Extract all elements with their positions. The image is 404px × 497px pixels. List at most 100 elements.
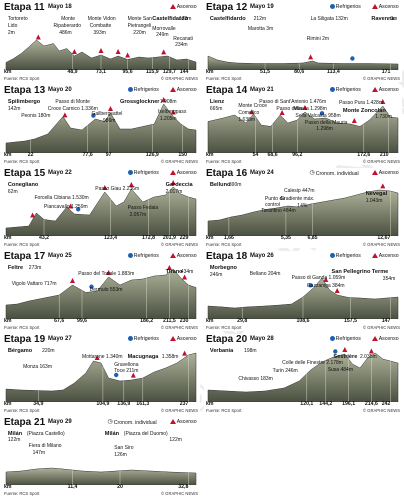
stage-title: Etapa 15 [4,168,46,179]
source-note: Fuente: RCS Sport [4,491,40,496]
climb-marker [70,278,75,283]
place-label: 234m [175,42,188,48]
km-axis: km 120,1 144,2 196,1 214,6 242 [204,401,402,409]
climb-marker [323,277,329,282]
source-note: Fuente: RCS Sport [206,159,242,164]
stage-header: Etapa 17 Mayo 25 Ascenso Refrigerios [2,251,200,262]
refreshment-marker [114,372,119,378]
place-label: Passo Pura 1.428m [339,100,383,106]
km-value: 77,6 [82,152,93,158]
refreshment-dot-icon [127,336,133,342]
credit-note: © GRAPHIC NEWS [160,325,198,330]
legend-label: Refrigerios [133,336,159,342]
place-label: Passo Fedaia [128,205,159,211]
climb-marker [102,185,108,190]
place-label: Croce Carnico 1.336m [48,106,98,112]
stage-header: Etapa 14 Mayo 21 Ascenso Refrigerios [204,85,402,96]
source-note: Fuente: RCS Sport [4,408,40,413]
place-label: 1.298m [316,126,333,132]
place-label: Marotta 3m [248,26,273,32]
km-value: 11,4 [67,484,78,490]
place-label: 273m [29,265,42,271]
place-label: Verbania [210,348,234,354]
stage-title: Etapa 16 [206,168,248,179]
legend-refreshment: Refrigerios [127,170,159,177]
km-value: 150 [178,152,188,158]
place-label: Passo della Mauria [305,120,348,126]
climb-marker [380,99,386,104]
place-label: Monte Vidon [88,16,116,22]
place-label: 249m [156,32,169,38]
legend-climb: Ascenso [169,253,197,260]
legend-climb: Ascenso [371,4,399,11]
km-value: 6,85 [307,235,318,241]
km-value: 144 [179,69,189,75]
km-value: 99,6 [76,318,88,324]
place-label: 126m [114,452,127,458]
legend-label: Ascenso [378,253,399,259]
km-value: 104,9 [96,401,110,407]
stage-date: Mayo 25 [48,253,72,259]
place-label: Feltre [8,265,23,271]
place-label: 486m [59,30,72,36]
place-label: Gardeccia [166,182,194,188]
place-label: Spilimbergo [8,99,41,105]
stopwatch-icon: ◷ [107,419,113,425]
place-label: San Siro [114,445,133,451]
km-value: 229 [179,235,189,241]
legend-climb: Ascenso [371,87,399,94]
km-value: 68,6 [267,152,278,158]
place-label: Morbegno [210,265,238,271]
place-label: 393m [93,30,106,36]
place-label: Nevegal [366,191,388,197]
stage-panel: Etapa 11 Mayo 18 Ascenso Tortoreto Lido 2m Mon… [2,2,200,82]
source-note: Fuente: RCS Sport [4,159,40,164]
place-label: Gailbergsattel [92,111,123,117]
credit-note: © GRAPHIC NEWS [160,76,198,81]
km-value: 214,6 [364,401,378,407]
credit-note: © GRAPHIC NEWS [362,408,400,413]
refreshment-marker [333,349,338,354]
stage-panel: Etapa 18 Mayo 26 Ascenso Refrigerios Morbegn… [204,251,402,331]
climb-marker [30,212,36,218]
km-unit-label: km [206,235,214,241]
stage-header: Etapa 11 Mayo 18 Ascenso [2,2,200,13]
climb-triangle-icon [169,170,176,176]
source-note: Fuente: RCS Sport [206,408,242,413]
place-label: 2.017m [166,189,183,195]
climb-marker [161,97,167,102]
place-label: 1.205m [160,116,177,122]
legend-label: Ascenso [176,87,197,93]
km-value: 211,5 [163,318,176,324]
place-label: 14% [297,203,308,209]
legend-label: Ascenso [378,4,399,10]
stage-title: Etapa 19 [4,334,46,345]
place-label: Turin 246m [273,368,298,374]
climb-marker [170,109,176,115]
climb-marker [71,49,77,54]
place-label: Gradiente máx. [280,196,314,202]
place-label: 1.730m [375,114,392,120]
profile-chart: Castelfidardo 212m La Siligata 132m Ravenna… [207,16,399,70]
place-label: Ravenna [371,16,395,22]
km-value: 12,67 [377,235,391,241]
climb-marker [182,350,188,356]
elevation-profile [207,352,399,402]
climb-marker [98,48,104,53]
place-label: Colle delle Finestre 2.178m [282,360,343,366]
elevation-profile [207,189,399,236]
place-label: Passo di Monte [55,99,90,105]
km-value: 161,3 [136,401,150,407]
stage-title: Etapa 17 [4,251,46,262]
profile-chart: Feltre 273m Passo del Tonale 1.883m Tirano4… [5,265,197,319]
km-value: 80,6 [294,69,305,75]
place-label: Comelico [238,110,259,116]
climb-marker [166,265,172,270]
place-label: Calesip 447m [284,188,315,194]
km-value: 34,9 [33,401,44,407]
climb-marker [128,182,134,187]
place-label: Castelfidardo [152,16,188,22]
place-label: Peonis 180m [21,113,50,119]
